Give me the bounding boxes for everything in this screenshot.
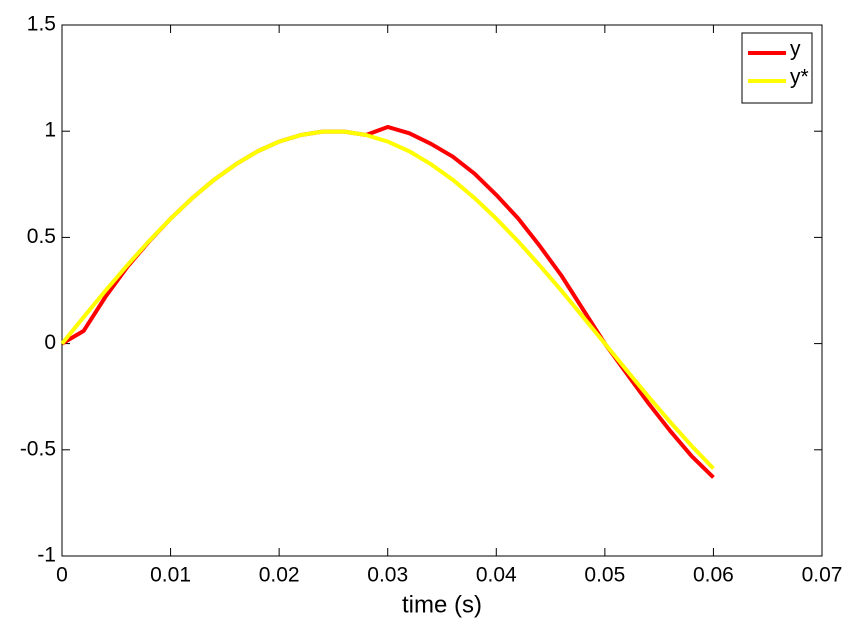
data-line bbox=[60, 129, 715, 470]
plot-area bbox=[61, 24, 823, 557]
y-tick-label: 0.5 bbox=[27, 225, 56, 248]
y-tick-label: -0.5 bbox=[20, 437, 56, 460]
x-tick-label: 0.02 bbox=[259, 564, 300, 587]
y-tick-label: 1 bbox=[44, 119, 56, 142]
x-tick-label: 0.07 bbox=[802, 564, 843, 587]
x-tick-label: 0 bbox=[56, 564, 68, 587]
legend-label: y* bbox=[790, 66, 809, 89]
x-tick-label: 0.03 bbox=[367, 564, 408, 587]
y-tick-label: 0 bbox=[44, 331, 56, 354]
x-tick-label: 0.01 bbox=[150, 564, 191, 587]
x-tick-label: 0.05 bbox=[584, 564, 625, 587]
x-tick-label: 0.06 bbox=[693, 564, 734, 587]
y-tick-label: 1.5 bbox=[27, 13, 56, 36]
y-tick-label: -1 bbox=[37, 544, 56, 567]
legend-label: y bbox=[790, 38, 801, 61]
x-tick-label: 0.04 bbox=[476, 564, 517, 587]
x-axis-label: time (s) bbox=[402, 591, 482, 618]
legend-box bbox=[741, 32, 813, 104]
